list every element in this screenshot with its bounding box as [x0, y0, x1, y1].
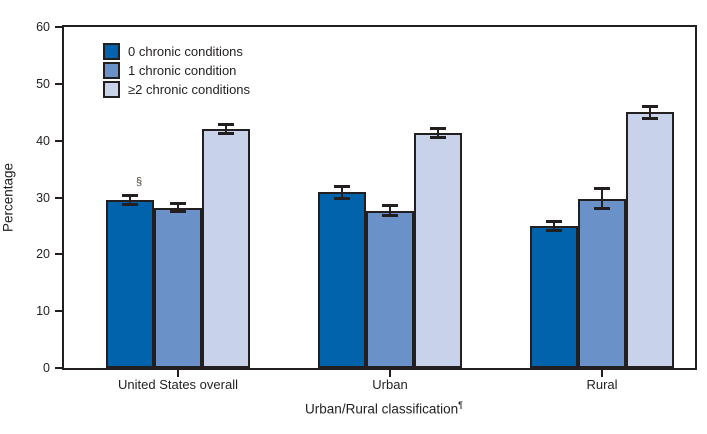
legend-item: 1 chronic condition [103, 61, 250, 80]
bar--2-chronic-conditions [626, 112, 674, 368]
legend-item: ≥2 chronic conditions [103, 80, 250, 99]
error-bar-cap-top [218, 122, 234, 126]
error-bar [553, 220, 555, 232]
y-axis-tick [55, 26, 62, 28]
y-axis-tick-label: 0 [43, 361, 50, 375]
error-bar-cap-bottom [334, 196, 350, 200]
bar-1-chronic-condition [154, 207, 202, 368]
error-bar [177, 203, 179, 213]
bar-0-chronic-conditions [106, 200, 154, 368]
x-axis-title-text: Urban/Rural classification [305, 401, 459, 417]
x-axis-category-label: Urban [372, 377, 408, 392]
bar-1-chronic-condition [366, 210, 414, 368]
legend-item: 0 chronic conditions [103, 42, 250, 61]
x-axis-tick [389, 370, 391, 377]
error-bar-cap-bottom [170, 210, 186, 214]
y-axis-tick [55, 310, 62, 313]
error-bar-cap-bottom [594, 207, 610, 211]
error-bar [129, 195, 131, 206]
x-axis-title-footnote-mark: ¶ [458, 400, 463, 410]
error-bar [649, 105, 651, 119]
error-bar [225, 123, 227, 134]
footnote-marker: § [136, 176, 143, 189]
error-bar-cap-top [382, 203, 398, 207]
legend-swatch [103, 81, 120, 98]
x-axis-tick [177, 370, 179, 377]
legend-label: 0 chronic conditions [128, 44, 243, 59]
y-axis-tick-label: 50 [36, 76, 50, 91]
error-bar-cap-top [594, 186, 610, 190]
y-axis-tick-label: 20 [36, 247, 50, 262]
error-bar-cap-top [122, 194, 138, 198]
y-axis-tick-label: 60 [36, 20, 50, 34]
error-bar-cap-bottom [218, 131, 234, 135]
bar--2-chronic-conditions [202, 128, 250, 368]
x-axis-category-label: United States overall [118, 377, 238, 392]
y-axis-tick [55, 139, 62, 142]
bar-0-chronic-conditions [530, 225, 578, 368]
error-bar-cap-top [334, 185, 350, 189]
error-bar [437, 127, 439, 138]
error-bar [389, 204, 391, 217]
y-axis-tick [55, 253, 62, 256]
y-axis-tick-label: 10 [36, 304, 50, 319]
error-bar-cap-bottom [122, 203, 138, 207]
bar--2-chronic-conditions [414, 132, 462, 368]
y-axis-tick-label: 40 [36, 133, 50, 148]
error-bar-cap-top [430, 126, 446, 130]
x-axis-category-label: Rural [586, 377, 618, 392]
error-bar-cap-bottom [382, 214, 398, 218]
y-axis-tick [55, 367, 62, 369]
y-axis-tick [55, 196, 62, 199]
error-bar-cap-top [170, 202, 186, 206]
plot-area: 0 chronic conditions 1 chronic condition ≥… [62, 25, 697, 370]
error-bar-cap-bottom [430, 135, 446, 139]
error-bar-cap-top [642, 104, 658, 108]
error-bar-cap-bottom [642, 116, 658, 120]
error-bar [601, 187, 603, 210]
legend: 0 chronic conditions 1 chronic condition ≥… [103, 42, 250, 99]
x-axis-tick [601, 370, 603, 377]
x-axis-title: Urban/Rural classification¶ [254, 400, 514, 417]
y-axis-tick-label: 30 [36, 190, 50, 205]
legend-label: ≥2 chronic conditions [128, 82, 251, 97]
legend-swatch [103, 62, 120, 79]
error-bar-cap-bottom [546, 229, 562, 233]
bar-0-chronic-conditions [318, 192, 366, 368]
error-bar-cap-top [546, 219, 562, 223]
legend-label: 1 chronic condition [128, 63, 237, 78]
bar-1-chronic-condition [578, 198, 626, 368]
y-axis-tick [55, 82, 62, 85]
legend-swatch [103, 43, 120, 60]
error-bar [341, 186, 343, 199]
